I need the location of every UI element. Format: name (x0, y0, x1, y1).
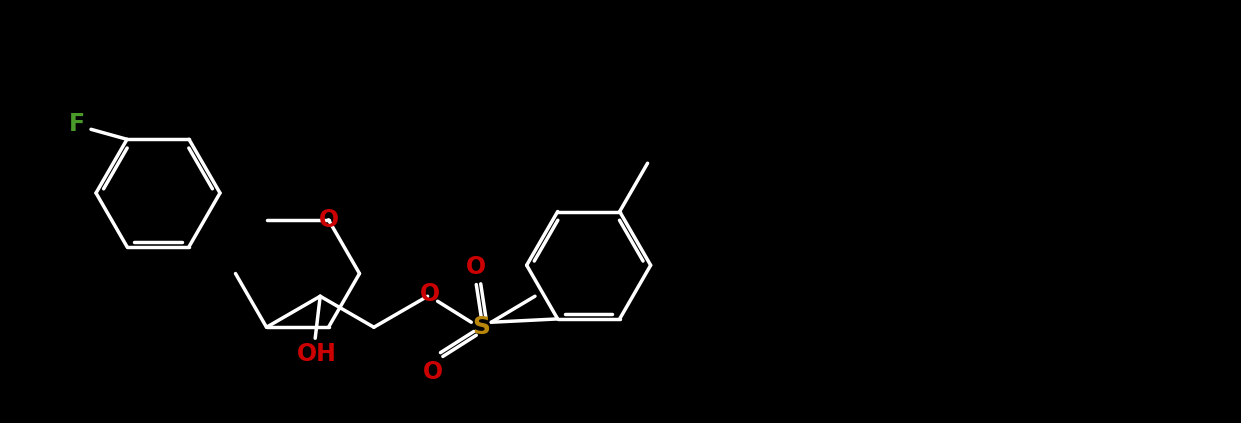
Text: S: S (473, 315, 490, 339)
Text: O: O (419, 282, 439, 306)
Text: O: O (467, 255, 486, 278)
Text: O: O (423, 360, 443, 385)
Text: F: F (69, 112, 86, 136)
Text: O: O (319, 208, 339, 232)
Text: OH: OH (298, 342, 338, 366)
